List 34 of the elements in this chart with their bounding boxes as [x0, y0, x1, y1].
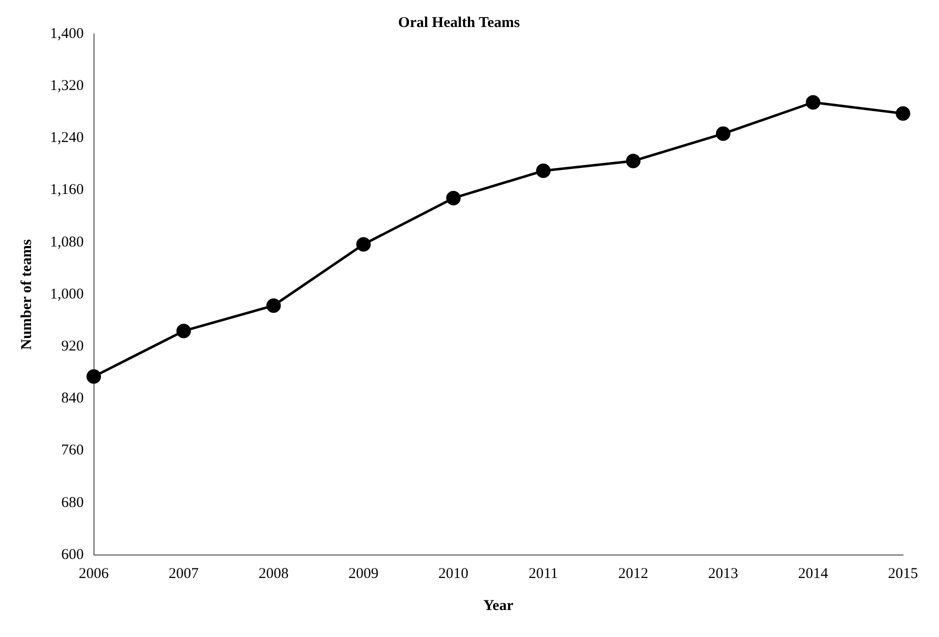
y-tick-label: 680: [61, 494, 84, 511]
chart-title: Oral Health Teams: [398, 14, 520, 31]
point: [536, 164, 551, 178]
x-tick-label: 2014: [798, 566, 829, 582]
y-tick-label: 1,400: [50, 26, 84, 42]
point: [176, 324, 191, 338]
y-tick-label: 1,080: [50, 234, 84, 250]
x-tick-label: 2012: [618, 566, 648, 582]
x-tick-label: 2015: [888, 566, 918, 582]
x-tick-label: 2011: [528, 566, 558, 582]
y-tick-label: 840: [61, 390, 84, 407]
point: [86, 369, 101, 384]
point: [356, 237, 371, 252]
point: [626, 154, 640, 168]
point: [806, 95, 820, 110]
point: [266, 298, 281, 313]
x-tick-label: 2010: [438, 566, 468, 582]
y-tick-label: 1,160: [50, 182, 84, 198]
x-tick-label: 2007: [168, 566, 200, 582]
point: [896, 106, 910, 121]
point: [716, 126, 730, 141]
y-tick-label: 760: [61, 442, 84, 459]
x-tick-label: 2006: [78, 566, 110, 582]
x-axis-title: Year: [483, 598, 514, 614]
y-tick-label: 1,240: [50, 130, 84, 146]
y-tick-label: 1,000: [50, 286, 84, 302]
y-tick-label: 600: [61, 546, 84, 563]
y-tick-label: 920: [61, 338, 84, 355]
y-tick-label: 1,320: [50, 78, 84, 94]
x-tick-label: 2009: [348, 566, 378, 582]
x-tick-label: 2008: [258, 566, 289, 582]
point: [446, 190, 461, 206]
y-axis-title: Number of teams: [18, 239, 35, 350]
x-tick-label: 2013: [708, 566, 738, 582]
